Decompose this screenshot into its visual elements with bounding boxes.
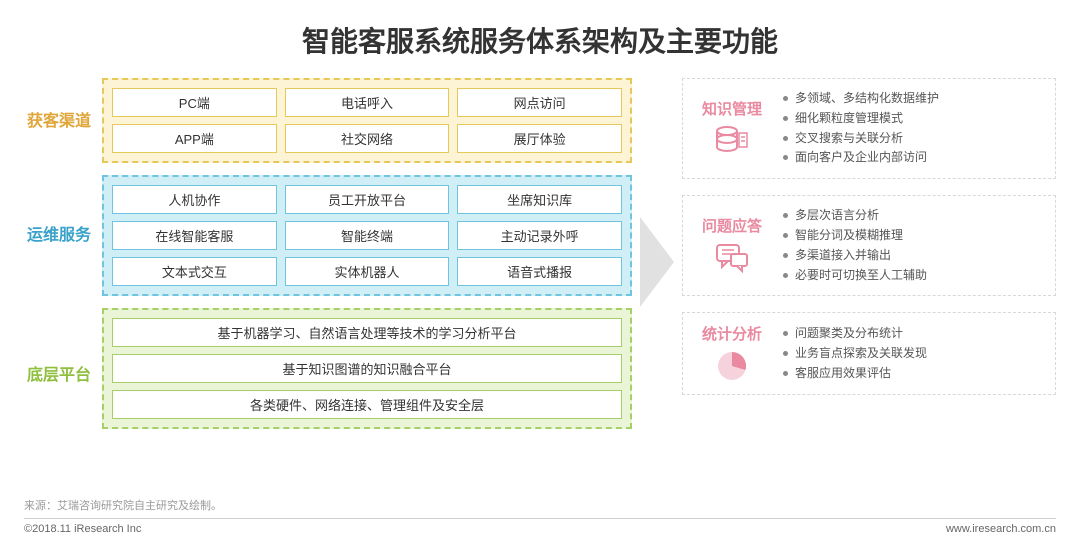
feature-stats: 统计分析 问题聚类及分布统计 业务盲点探索及关联发现 客服应用效果评估 xyxy=(682,312,1056,395)
label-platform: 底层平台 xyxy=(24,306,94,446)
feature-header: 统计分析 xyxy=(693,323,771,384)
panel-row: PC端 电话呼入 网点访问 xyxy=(112,88,622,117)
panel-row: APP端 社交网络 展厅体验 xyxy=(112,124,622,153)
feature-title: 统计分析 xyxy=(702,323,762,344)
feature-header: 问题应答 xyxy=(693,215,771,276)
panels-column: PC端 电话呼入 网点访问 APP端 社交网络 展厅体验 人机协作 员工开放平台… xyxy=(102,78,632,446)
diagram-title: 智能客服系统服务体系架构及主要功能 xyxy=(0,0,1080,78)
chip-wide: 基于知识图谱的知识融合平台 xyxy=(112,354,622,383)
chip: 在线智能客服 xyxy=(112,221,277,250)
chip: 展厅体验 xyxy=(457,124,622,153)
chip: 人机协作 xyxy=(112,185,277,214)
bullet: 业务盲点探索及关联发现 xyxy=(783,344,1041,364)
chip: 主动记录外呼 xyxy=(457,221,622,250)
panel-row: 文本式交互 实体机器人 语音式播报 xyxy=(112,257,622,286)
feature-bullets: 多层次语言分析 智能分词及模糊推理 多渠道接入并输出 必要时可切换至人工辅助 xyxy=(783,206,1041,285)
bullet: 多渠道接入并输出 xyxy=(783,246,1041,266)
panel-row: 在线智能客服 智能终端 主动记录外呼 xyxy=(112,221,622,250)
feature-title: 问题应答 xyxy=(702,215,762,236)
bullet: 问题聚类及分布统计 xyxy=(783,324,1041,344)
feature-bullets: 问题聚类及分布统计 业务盲点探索及关联发现 客服应用效果评估 xyxy=(783,324,1041,383)
arrow-column xyxy=(640,78,674,446)
bullet: 客服应用效果评估 xyxy=(783,364,1041,384)
bullet: 智能分词及模糊推理 xyxy=(783,226,1041,246)
chip: PC端 xyxy=(112,88,277,117)
database-icon xyxy=(714,123,750,159)
bullet: 必要时可切换至人工辅助 xyxy=(783,266,1041,286)
panel-operations: 人机协作 员工开放平台 坐席知识库 在线智能客服 智能终端 主动记录外呼 文本式… xyxy=(102,175,632,296)
panel-row: 人机协作 员工开放平台 坐席知识库 xyxy=(112,185,622,214)
panel-platform: 基于机器学习、自然语言处理等技术的学习分析平台 基于知识图谱的知识融合平台 各类… xyxy=(102,308,632,429)
chip: 坐席知识库 xyxy=(457,185,622,214)
bullet: 交叉搜索与关联分析 xyxy=(783,129,1041,149)
chat-icon xyxy=(714,240,750,276)
chip-wide: 基于机器学习、自然语言处理等技术的学习分析平台 xyxy=(112,318,622,347)
source-text: 来源：艾瑞咨询研究院自主研究及绘制。 xyxy=(24,497,222,513)
site-url: www.iresearch.com.cn xyxy=(946,523,1056,535)
feature-header: 知识管理 xyxy=(693,98,771,159)
label-acquisition: 获客渠道 xyxy=(24,78,94,166)
main-layout: 获客渠道 运维服务 底层平台 PC端 电话呼入 网点访问 APP端 社交网络 展… xyxy=(0,78,1080,446)
section-labels-column: 获客渠道 运维服务 底层平台 xyxy=(24,78,94,446)
chip: 电话呼入 xyxy=(285,88,450,117)
bullet: 多领域、多结构化数据维护 xyxy=(783,89,1041,109)
chip: 员工开放平台 xyxy=(285,185,450,214)
copyright-text: ©2018.11 iResearch Inc xyxy=(24,523,141,535)
feature-knowledge: 知识管理 多领域、多结构化数据维护 细化颗粒度管理模式 交叉搜索与关联分析 面向… xyxy=(682,78,1056,179)
chip: 语音式播报 xyxy=(457,257,622,286)
footer-divider xyxy=(24,518,1056,519)
chip-wide: 各类硬件、网络连接、管理组件及安全层 xyxy=(112,390,622,419)
chip: 实体机器人 xyxy=(285,257,450,286)
feature-qa: 问题应答 多层次语言分析 智能分词及模糊推理 多渠道接入并输出 必要时可切换至人… xyxy=(682,195,1056,296)
pie-icon xyxy=(714,348,750,384)
bullet: 多层次语言分析 xyxy=(783,206,1041,226)
feature-title: 知识管理 xyxy=(702,98,762,119)
arrow-right-icon xyxy=(640,217,674,307)
bullet: 面向客户及企业内部访问 xyxy=(783,148,1041,168)
feature-bullets: 多领域、多结构化数据维护 细化颗粒度管理模式 交叉搜索与关联分析 面向客户及企业… xyxy=(783,89,1041,168)
chip: 网点访问 xyxy=(457,88,622,117)
label-operations: 运维服务 xyxy=(24,166,94,306)
chip: 智能终端 xyxy=(285,221,450,250)
features-column: 知识管理 多领域、多结构化数据维护 细化颗粒度管理模式 交叉搜索与关联分析 面向… xyxy=(682,78,1056,446)
panel-acquisition: PC端 电话呼入 网点访问 APP端 社交网络 展厅体验 xyxy=(102,78,632,163)
chip: APP端 xyxy=(112,124,277,153)
chip: 文本式交互 xyxy=(112,257,277,286)
bullet: 细化颗粒度管理模式 xyxy=(783,109,1041,129)
chip: 社交网络 xyxy=(285,124,450,153)
